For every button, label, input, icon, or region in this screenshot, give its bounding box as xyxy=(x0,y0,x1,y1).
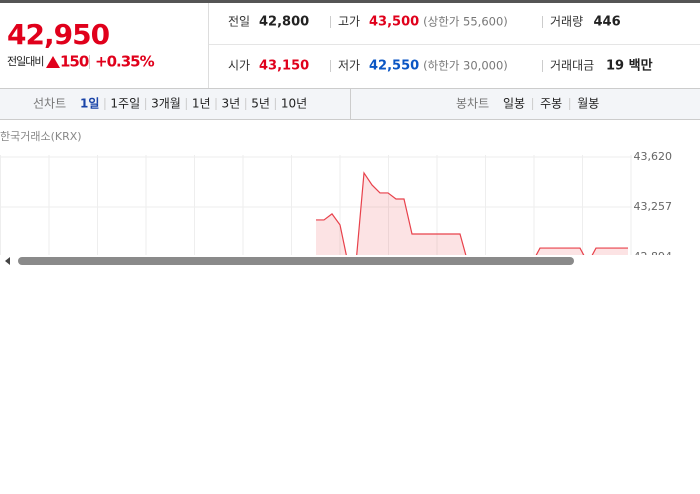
change: 150 xyxy=(60,53,89,71)
tab[interactable]: 일봉 xyxy=(503,97,525,111)
tab[interactable]: 1년 xyxy=(192,97,211,111)
y-tick-label: 42,894 xyxy=(634,250,673,263)
tab[interactable]: 월봉 xyxy=(577,97,599,111)
tab[interactable]: 10년 xyxy=(281,97,307,111)
tab[interactable]: 주봉 xyxy=(540,97,562,111)
tab[interactable]: 5년 xyxy=(251,97,270,111)
area xyxy=(316,172,628,255)
stat-label: 거래량 xyxy=(550,15,583,29)
stat-value: 446 xyxy=(594,15,621,30)
tab-group-label: 봉차트 xyxy=(456,97,489,111)
stat-value: 43,500 xyxy=(369,15,419,30)
up-icon xyxy=(46,56,60,68)
tab[interactable]: 1일 xyxy=(80,97,99,111)
stat-label: 저가 xyxy=(338,59,360,73)
stat-value: 19 백만 xyxy=(606,58,653,74)
scroll-arrow[interactable] xyxy=(5,257,10,265)
stat-value: 43,150 xyxy=(259,59,309,74)
tab-group-label: 선차트 xyxy=(33,97,66,111)
stat-value: 42,550 xyxy=(369,59,419,74)
stat-value: 42,800 xyxy=(259,15,309,30)
y-tick-label: 43,620 xyxy=(634,150,673,163)
stat-label: 거래대금 xyxy=(550,59,594,73)
stat-note: (하한가 30,000) xyxy=(423,59,508,73)
y-tick-label: 43,257 xyxy=(634,200,673,213)
change-rate: +0.35% xyxy=(95,53,155,71)
tab[interactable]: 3개월 xyxy=(151,97,181,111)
top-border xyxy=(0,0,700,3)
source: 한국거래소(KRX) xyxy=(0,130,82,143)
change-label: 전일대비 xyxy=(7,54,43,68)
tab[interactable]: 3년 xyxy=(222,97,241,111)
stat-label: 고가 xyxy=(338,15,360,29)
price-line xyxy=(316,171,628,255)
scrollbar-thumb[interactable] xyxy=(18,257,574,265)
tab[interactable]: 1주일 xyxy=(110,97,140,111)
plot: 43,620 43,257 42,894 xyxy=(0,150,673,263)
stat-note: (상한가 55,600) xyxy=(423,15,508,29)
stat-label: 시가 xyxy=(228,59,250,73)
stat-label: 전일 xyxy=(228,15,250,29)
price: 42,950 xyxy=(7,18,110,51)
